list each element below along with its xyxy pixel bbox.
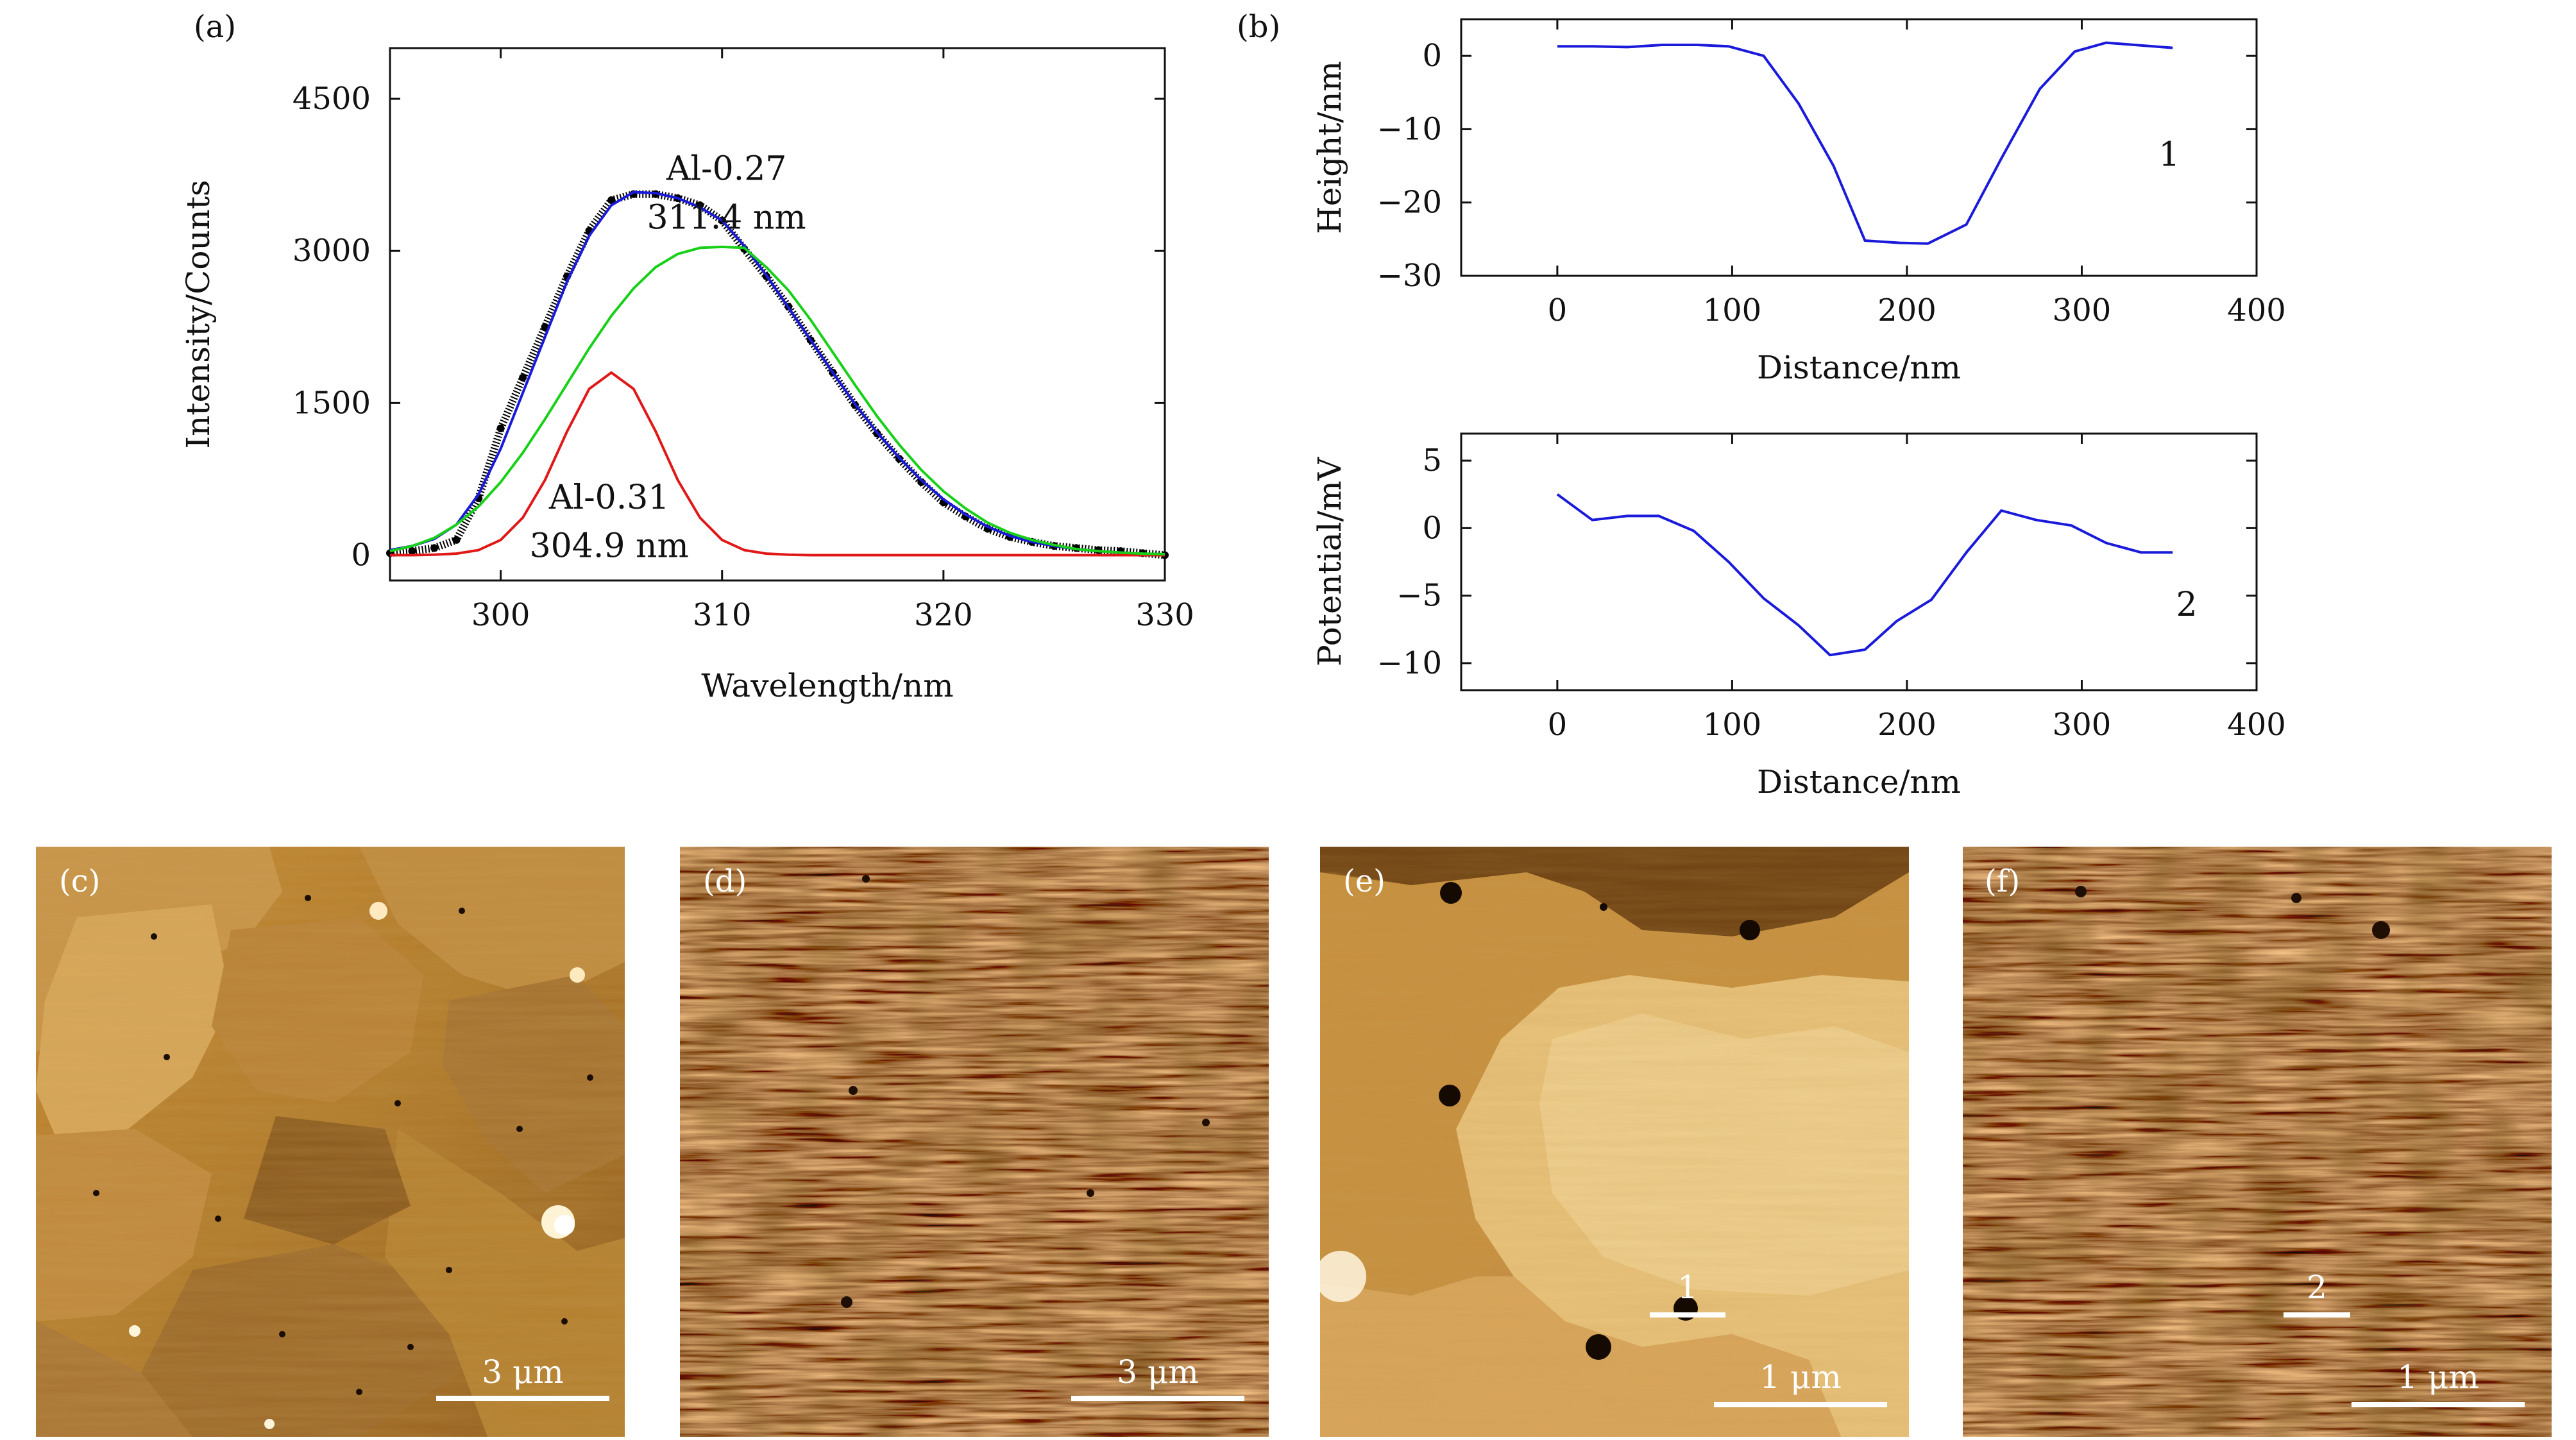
chart-b-height-series (1557, 41, 2173, 245)
afm-image-f: (f) 2 1 μm (1963, 847, 2552, 1437)
chart-a-spectrum: (a) 300 310 320 330 0 1500 3000 4500 Al-0.27 311… (180, 9, 1194, 704)
chart-a-series (386, 190, 1169, 559)
data-point (496, 424, 505, 432)
chart-b-potential-frame (1460, 432, 2258, 691)
chart-b-height-frame (1460, 18, 2258, 277)
chart-b-potential-annotations: 2 (2176, 586, 2197, 624)
x-tick-label: 330 (1135, 597, 1194, 633)
panel-label-a: (a) (194, 9, 236, 45)
marker-label-1: 1 (1677, 1269, 1698, 1306)
x-tick-label: 0 (1548, 292, 1568, 328)
y-tick-label: 0 (1422, 510, 1442, 546)
data-point (519, 373, 527, 382)
scale-label-c: 3 μm (482, 1353, 564, 1391)
marker-label-2: 2 (2307, 1269, 2327, 1306)
chart-b-height-ylabel: Height/nm (1311, 61, 1348, 234)
chart-b-height-ticks: 0 100 200 300 400 0 −10 −20 −30 (1377, 19, 2286, 328)
y-tick-label: 3000 (292, 233, 371, 269)
y-tick-label: 4500 (292, 81, 371, 117)
chart-a-annotations: Al-0.27 311.4 nm Al-0.31 304.9 nm (530, 150, 806, 566)
y-tick-label: 5 (1422, 443, 1442, 479)
y-tick-label: 1500 (292, 385, 371, 421)
series-Al-0.31 (390, 371, 1165, 557)
chart-annotation: 304.9 nm (530, 527, 689, 566)
afm-image-e: (e) 1 1 μm (1320, 847, 1909, 1437)
x-tick-label: 0 (1548, 707, 1568, 743)
x-tick-label: 200 (1877, 707, 1936, 743)
y-tick-label: −20 (1377, 185, 1442, 221)
x-tick-label: 100 (1703, 707, 1762, 743)
x-tick-label: 400 (2227, 707, 2286, 743)
panel-label-c: (c) (59, 863, 100, 899)
chart-a-frame (389, 47, 1166, 582)
chart-annotation: 1 (2158, 136, 2180, 174)
x-tick-label: 300 (2053, 292, 2112, 328)
chart-annotation: 2 (2176, 586, 2197, 624)
chart-b-height: (b) 0 100 200 300 400 0 −10 −20 −30 1 Distance/n… (1237, 9, 2286, 386)
y-tick-label: −10 (1377, 645, 1442, 681)
chart-annotation: 311.4 nm (647, 198, 806, 237)
y-tick-label: −5 (1396, 578, 1442, 614)
series-measured (389, 190, 1165, 559)
chart-b-potential: 0 100 200 300 400 5 0 −5 −10 2 Distance/nm Poten… (1311, 432, 2286, 800)
chart-annotation: Al-0.27 (666, 150, 787, 189)
chart-b-potential-series (1556, 493, 2173, 657)
x-tick-label: 400 (2227, 292, 2286, 328)
data-point (452, 536, 461, 544)
y-tick-label: −30 (1377, 258, 1442, 294)
panel-label-f: (f) (1985, 863, 2020, 899)
chart-b-potential-ticks: 0 100 200 300 400 5 0 −5 −10 (1377, 434, 2286, 743)
chart-b-height-xlabel: Distance/nm (1757, 349, 1961, 386)
chart-annotation: Al-0.31 (548, 479, 670, 517)
panel-label-b: (b) (1237, 9, 1280, 45)
scale-label-e: 1 μm (1759, 1359, 1842, 1396)
series-Al-0.27 (389, 245, 1165, 555)
afm-image-c: (c) 3 μm (36, 847, 625, 1437)
panel-label-e: (e) (1343, 863, 1385, 899)
x-tick-label: 300 (471, 597, 530, 633)
series-profile-1 (1557, 41, 2173, 245)
y-tick-label: 0 (1422, 38, 1442, 74)
series-profile-2 (1556, 493, 2173, 657)
scale-label-d: 3 μm (1117, 1353, 1199, 1391)
y-tick-label: −10 (1377, 111, 1442, 147)
y-tick-label: 0 (351, 537, 371, 573)
scale-label-f: 1 μm (2397, 1359, 2479, 1396)
chart-a-ticks: 300 310 320 330 0 1500 3000 4500 (292, 48, 1194, 633)
chart-b-potential-ylabel: Potential/mV (1311, 457, 1348, 666)
chart-b-height-annotations: 1 (2158, 136, 2180, 174)
chart-a-xlabel: Wavelength/nm (701, 667, 953, 704)
x-tick-label: 200 (1877, 292, 1936, 328)
panel-label-d: (d) (703, 863, 747, 899)
x-tick-label: 300 (2053, 707, 2112, 743)
x-tick-label: 310 (693, 597, 752, 633)
x-tick-label: 320 (914, 597, 973, 633)
series-fit-total (389, 191, 1165, 556)
afm-image-d: (d) 3 μm (680, 847, 1269, 1437)
chart-a-ylabel: Intensity/Counts (180, 180, 217, 448)
data-point (408, 547, 416, 555)
chart-b-potential-xlabel: Distance/nm (1757, 763, 1961, 800)
x-tick-label: 100 (1703, 292, 1762, 328)
data-point (607, 196, 616, 205)
data-point (430, 544, 439, 552)
